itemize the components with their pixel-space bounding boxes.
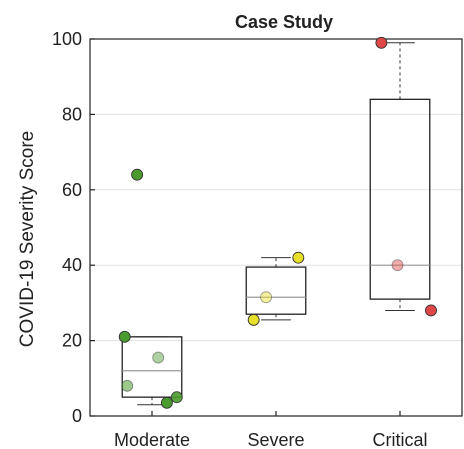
- box-iqr: [121, 336, 183, 398]
- box-iqr: [245, 266, 307, 315]
- data-point-moderate: [131, 168, 144, 181]
- box-iqr: [369, 98, 431, 300]
- data-point-critical: [425, 304, 437, 317]
- data-point-severe: [247, 313, 260, 326]
- y-tick-label: 0: [72, 406, 82, 426]
- data-point-critical: [375, 36, 388, 49]
- y-tick-label: 100: [52, 29, 82, 49]
- x-tick-label: Moderate: [114, 430, 190, 449]
- chart-title: Case Study: [235, 12, 333, 32]
- x-axis-ticks: Moderate Severe Critical: [114, 411, 428, 449]
- y-tick-label: 80: [62, 104, 82, 124]
- data-point-moderate: [170, 391, 183, 404]
- y-tick-label: 40: [62, 255, 82, 275]
- y-tick-label: 60: [62, 180, 82, 200]
- box-severe: [245, 257, 307, 321]
- data-point-moderate: [121, 379, 134, 392]
- y-axis-ticks: 0 20 40 60 80 100: [52, 29, 95, 426]
- x-tick-label: Critical: [372, 430, 427, 449]
- y-axis-label: COVID-19 Severity Score: [17, 131, 38, 347]
- data-point-severe: [260, 291, 273, 304]
- data-point-moderate: [118, 330, 131, 343]
- data-points: [118, 36, 437, 409]
- y-tick-label: 20: [62, 331, 82, 351]
- x-tick-label: Severe: [247, 430, 304, 449]
- boxes: [121, 42, 431, 406]
- plot-frame: [89, 38, 463, 417]
- data-point-moderate: [152, 351, 165, 364]
- data-point-critical: [391, 259, 404, 272]
- data-point-severe: [292, 251, 305, 264]
- box-critical: [369, 42, 431, 311]
- grid-lines: [90, 38, 462, 417]
- data-point-moderate: [160, 396, 173, 409]
